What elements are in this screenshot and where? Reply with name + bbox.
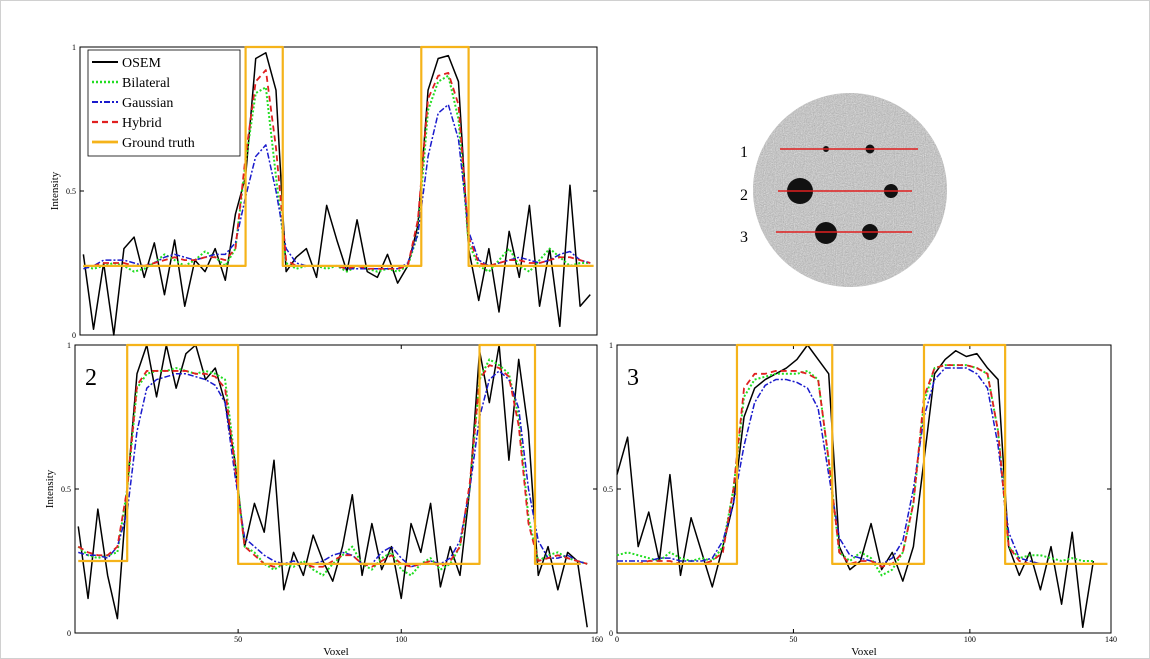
x-tick-label: 50 xyxy=(789,635,797,644)
x-tick-label: 50 xyxy=(234,635,242,644)
y-tick-label: 1 xyxy=(67,341,71,350)
panel-label: 3 xyxy=(627,365,639,391)
profile-label: 1 xyxy=(740,144,748,161)
x-tick-label: 140 xyxy=(1105,635,1117,644)
x-tick-label: 0 xyxy=(615,635,619,644)
legend-label: Bilateral xyxy=(122,76,170,91)
phantom-image: 1 2 3 xyxy=(740,93,947,287)
chart: 00.511IntensityOSEMBilateralGaussianHybr… xyxy=(49,43,597,340)
phantom-noise xyxy=(753,93,947,287)
y-tick-label: 0.5 xyxy=(66,187,76,196)
legend-label: Ground truth xyxy=(122,136,195,151)
x-axis-label: Voxel xyxy=(851,646,876,658)
y-axis-label: Intensity xyxy=(44,469,56,508)
y-tick-label: 0 xyxy=(67,629,71,638)
x-tick-label: 160 xyxy=(591,635,603,644)
y-tick-label: 0.5 xyxy=(603,485,613,494)
x-axis-label: Voxel xyxy=(323,646,348,658)
lesion xyxy=(815,222,837,244)
figure: 1 2 3 0 0.5 1 1 Intensity OSEM Bilateral Gaussi… xyxy=(0,0,1150,659)
profile-label: 2 xyxy=(740,187,748,204)
legend-label: Hybrid xyxy=(122,116,162,131)
chart: 0 0.5 1 0 50 100 140 3 Voxel xyxy=(603,341,1117,658)
y-tick-label: 0.5 xyxy=(61,485,71,494)
x-tick-label: 100 xyxy=(395,635,407,644)
legend-label: OSEM xyxy=(122,56,161,71)
y-axis-label: Intensity xyxy=(49,171,61,210)
y-tick-label: 0 xyxy=(72,331,76,340)
panel-label: 2 xyxy=(85,365,97,391)
legend: OSEM Bilateral Gaussian Hybrid Ground truth xyxy=(88,50,240,156)
y-tick-label: 1 xyxy=(72,43,76,52)
y-tick-label: 0 xyxy=(609,629,613,638)
chart: 0 0.5 1 50 100 160 2 Intensity Voxel xyxy=(44,341,603,658)
y-tick-label: 1 xyxy=(609,341,613,350)
plot-area xyxy=(617,345,1111,633)
x-tick-label: 100 xyxy=(964,635,976,644)
plot-area xyxy=(75,345,597,633)
legend-label: Gaussian xyxy=(122,96,173,111)
profile-label: 3 xyxy=(740,229,748,246)
